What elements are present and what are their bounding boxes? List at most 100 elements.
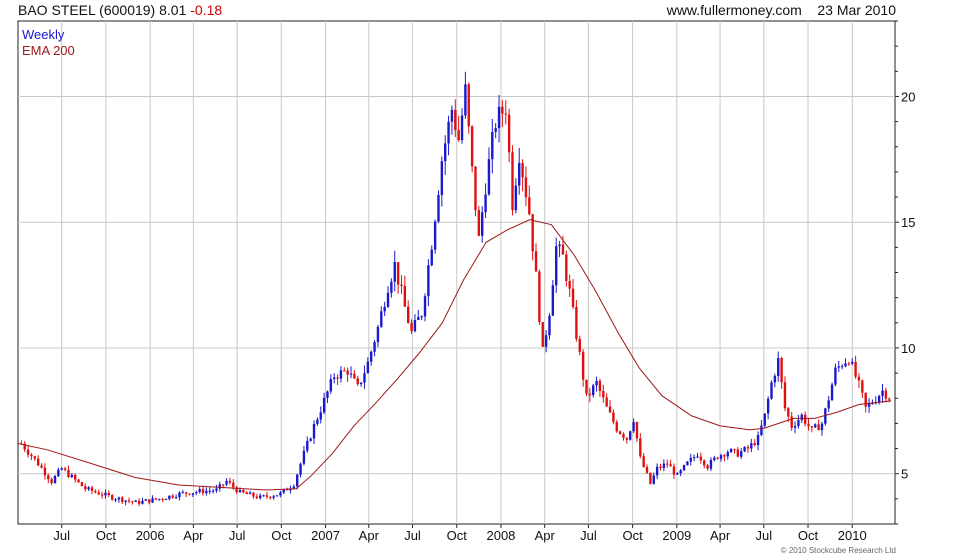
candle-body	[195, 492, 198, 494]
candle-body	[803, 414, 807, 424]
candle-body	[269, 496, 272, 498]
candle-body	[265, 495, 269, 497]
x-tick-label: Oct	[271, 528, 292, 543]
candle-body	[703, 460, 706, 466]
candle-body	[625, 437, 629, 440]
candle-body	[390, 281, 393, 293]
candle-body	[208, 490, 211, 492]
candle-body	[888, 398, 891, 400]
candle-body	[541, 322, 544, 347]
candle-body	[518, 162, 521, 186]
candle-body	[726, 452, 729, 457]
candle-body	[73, 474, 77, 480]
site-link[interactable]: www.fullermoney.com	[666, 2, 802, 18]
candle-body	[595, 380, 598, 386]
candle-body	[255, 496, 259, 499]
candle-body	[40, 465, 43, 468]
candle-body	[736, 449, 740, 457]
x-tick-label: Apr	[710, 528, 731, 543]
candle-body	[820, 423, 824, 431]
x-tick-label: 2008	[486, 528, 515, 543]
candle-body	[598, 380, 602, 391]
candle-body	[326, 391, 329, 398]
candle-body	[652, 475, 655, 484]
candle-body	[588, 393, 592, 396]
candle-body	[292, 486, 296, 489]
candle-body	[127, 500, 131, 502]
candle-body	[57, 469, 60, 477]
chart-title: BAO STEEL (600019) 8.01 -0.18	[18, 0, 222, 20]
x-tick-label: Jul	[229, 528, 246, 543]
candle-body	[30, 454, 33, 457]
candle-body	[26, 449, 30, 455]
candle-body	[205, 490, 208, 494]
candle-body	[410, 322, 413, 332]
candle-body	[864, 392, 867, 407]
candle-body	[407, 306, 410, 323]
candle-body	[70, 474, 74, 478]
candle-body	[285, 489, 289, 491]
candle-body	[857, 376, 861, 381]
x-axis: Jul Oct 2006 Apr Jul Oct 2007 Apr Jul Oct 2008 Apr J…	[53, 524, 867, 543]
candle-body	[733, 449, 736, 451]
x-tick-label: Oct	[623, 528, 644, 543]
candle-body	[740, 451, 743, 457]
candle-body	[807, 423, 810, 427]
candle-body	[373, 342, 376, 352]
candle-body	[672, 466, 676, 475]
candle-body	[847, 363, 851, 365]
candle-body	[571, 288, 575, 307]
candle-body	[531, 214, 534, 252]
candle-body	[830, 384, 834, 401]
candle-body	[295, 474, 299, 487]
candle-body	[716, 457, 719, 459]
candle-body	[144, 499, 148, 501]
candle-body	[141, 500, 144, 504]
candle-body	[699, 456, 703, 461]
candle-body	[682, 465, 686, 471]
header-right: www.fullermoney.com 23 Mar 2010	[667, 0, 896, 20]
x-tick-label: 2007	[311, 528, 340, 543]
candle-body	[319, 412, 322, 420]
candle-body	[659, 466, 662, 468]
candle-body	[642, 456, 645, 467]
candle-body	[94, 490, 97, 493]
candle-body	[161, 498, 164, 500]
weekly-candles	[20, 71, 891, 507]
candle-body	[639, 438, 642, 457]
candle-body	[709, 460, 713, 469]
candle-body	[252, 492, 255, 497]
candle-body	[396, 262, 400, 285]
grid-vertical	[61, 21, 853, 524]
candle-body	[181, 492, 185, 494]
y-axis: 5 10 15 20	[895, 20, 915, 525]
candle-body	[750, 443, 753, 449]
candle-body	[615, 421, 618, 432]
candle-body	[137, 500, 141, 504]
candle-body	[221, 484, 225, 486]
candle-body	[481, 212, 484, 236]
candle-body	[174, 497, 178, 499]
candle-body	[90, 487, 94, 491]
candle-body	[33, 456, 37, 459]
x-tick-label: Jul	[53, 528, 70, 543]
candle-body	[760, 425, 763, 436]
candle-body	[413, 320, 417, 332]
candle-body	[380, 311, 383, 327]
x-tick-label: Oct	[96, 528, 117, 543]
candle-body	[275, 495, 279, 497]
candle-body	[433, 221, 437, 250]
candle-body	[444, 143, 447, 162]
candle-body	[558, 244, 561, 247]
candle-body	[514, 185, 518, 211]
candle-body	[669, 464, 672, 467]
candle-body	[528, 197, 531, 215]
candle-body	[460, 115, 464, 141]
candle-body	[827, 400, 830, 409]
candle-body	[114, 499, 117, 501]
candle-body	[309, 438, 312, 441]
x-tick-label: Apr	[183, 528, 204, 543]
candle-body	[339, 370, 343, 379]
candle-body	[329, 379, 333, 392]
candle-body	[790, 416, 793, 428]
